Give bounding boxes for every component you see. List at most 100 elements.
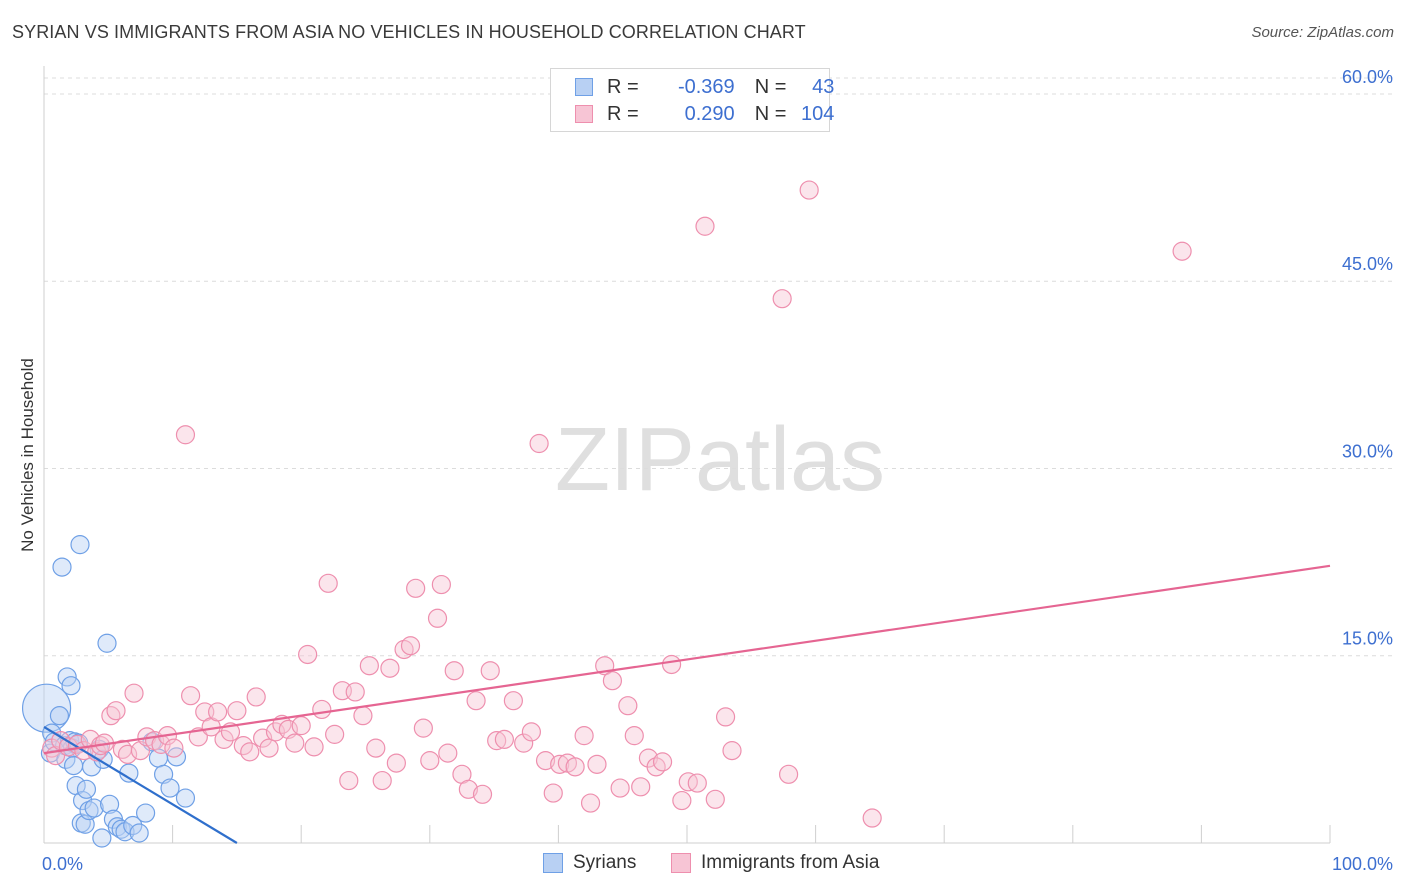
data-point <box>353 706 373 726</box>
data-point <box>70 535 90 555</box>
data-point <box>181 686 201 706</box>
data-point <box>494 729 514 749</box>
data-point <box>84 798 104 818</box>
data-point <box>400 636 421 656</box>
x-tick-label: 0.0% <box>42 854 83 874</box>
data-point <box>160 778 180 798</box>
data-point <box>259 738 279 758</box>
data-point <box>466 691 486 711</box>
syrians-legend-label: Syrians <box>573 852 637 873</box>
legend-row-immigrants: R = 0.290 N = 104 <box>575 102 834 126</box>
n-value: 43 <box>812 75 835 98</box>
data-point <box>372 770 392 791</box>
data-point <box>672 790 692 811</box>
data-point <box>705 789 725 809</box>
data-point <box>661 654 682 675</box>
data-point <box>618 696 638 716</box>
n-label: N = <box>754 102 787 125</box>
data-point <box>80 729 100 749</box>
axes <box>43 66 1331 844</box>
data-point <box>97 633 117 653</box>
data-point <box>366 738 386 758</box>
immigrants-swatch <box>575 105 593 123</box>
data-point <box>438 743 458 763</box>
data-point <box>175 425 196 445</box>
data-point <box>458 779 478 799</box>
data-point <box>106 701 126 721</box>
series-immigrants-from-asia <box>42 180 1192 828</box>
tick-labels: 15.0% 30.0% 45.0% 60.0% 0.0% 100.0% <box>42 67 1393 874</box>
data-point <box>427 608 448 628</box>
data-point <box>164 738 184 758</box>
data-point <box>285 733 305 753</box>
data-point <box>325 724 345 744</box>
data-point <box>862 808 882 828</box>
data-point <box>610 778 630 798</box>
data-point <box>135 803 156 823</box>
data-point <box>715 707 736 727</box>
chart-title: SYRIAN VS IMMIGRANTS FROM ASIA NO VEHICL… <box>12 22 806 42</box>
data-point <box>574 726 594 746</box>
data-point <box>99 794 120 814</box>
data-point <box>240 742 260 762</box>
data-point <box>92 828 112 848</box>
data-point <box>115 822 135 842</box>
data-point <box>529 433 549 454</box>
data-point <box>503 691 523 711</box>
r-value: -0.369 <box>677 75 735 98</box>
data-point <box>61 676 81 696</box>
data-point <box>487 731 507 751</box>
data-point <box>580 793 601 813</box>
syrians-swatch <box>575 78 593 96</box>
legend-row-syrians: R = -0.369 N = 43 <box>575 75 834 99</box>
data-point <box>117 744 138 764</box>
data-point <box>631 777 651 797</box>
data-point <box>72 790 93 811</box>
data-point <box>79 800 99 821</box>
series-syrians <box>21 535 196 848</box>
trend-line <box>43 725 238 844</box>
chart-source: Source: ZipAtlas.com <box>1251 24 1394 41</box>
data-point <box>652 752 673 772</box>
data-point <box>359 656 379 676</box>
watermark: ZIPatlas <box>555 410 885 510</box>
data-point <box>1172 241 1192 261</box>
data-point <box>304 737 324 757</box>
legend-item-syrians: Syrians <box>543 852 636 874</box>
data-point <box>124 683 144 703</box>
r-value: 0.290 <box>684 102 735 125</box>
data-point <box>514 733 534 753</box>
x-tick-label: 100.0% <box>1332 854 1393 874</box>
y-tick-label: 30.0% <box>1342 441 1393 461</box>
data-point <box>413 718 433 738</box>
data-point <box>602 671 623 691</box>
data-point <box>76 779 97 799</box>
data-point <box>298 644 318 665</box>
data-point <box>246 687 266 707</box>
data-point <box>21 683 72 733</box>
data-point <box>624 726 644 746</box>
data-point <box>722 741 742 761</box>
data-point <box>291 716 311 736</box>
data-point <box>420 751 440 771</box>
syrians-legend-swatch <box>543 853 563 873</box>
data-point <box>687 773 707 793</box>
data-point <box>431 574 451 595</box>
data-point <box>543 783 563 803</box>
immigrants-legend-swatch <box>671 853 691 873</box>
data-point <box>535 751 556 771</box>
trend-lines <box>43 564 1331 844</box>
data-point <box>345 682 365 702</box>
data-point <box>380 658 400 678</box>
r-label: R = <box>607 102 639 125</box>
correlation-legend: R = -0.369 N = 43 R = 0.290 N = 104 <box>550 68 834 132</box>
data-point <box>565 757 585 777</box>
data-point <box>772 289 792 309</box>
data-point <box>550 754 570 774</box>
data-point <box>129 823 149 843</box>
y-tick-label: 60.0% <box>1342 67 1393 87</box>
data-point <box>695 216 715 236</box>
data-point <box>406 578 426 598</box>
data-point <box>778 764 799 784</box>
